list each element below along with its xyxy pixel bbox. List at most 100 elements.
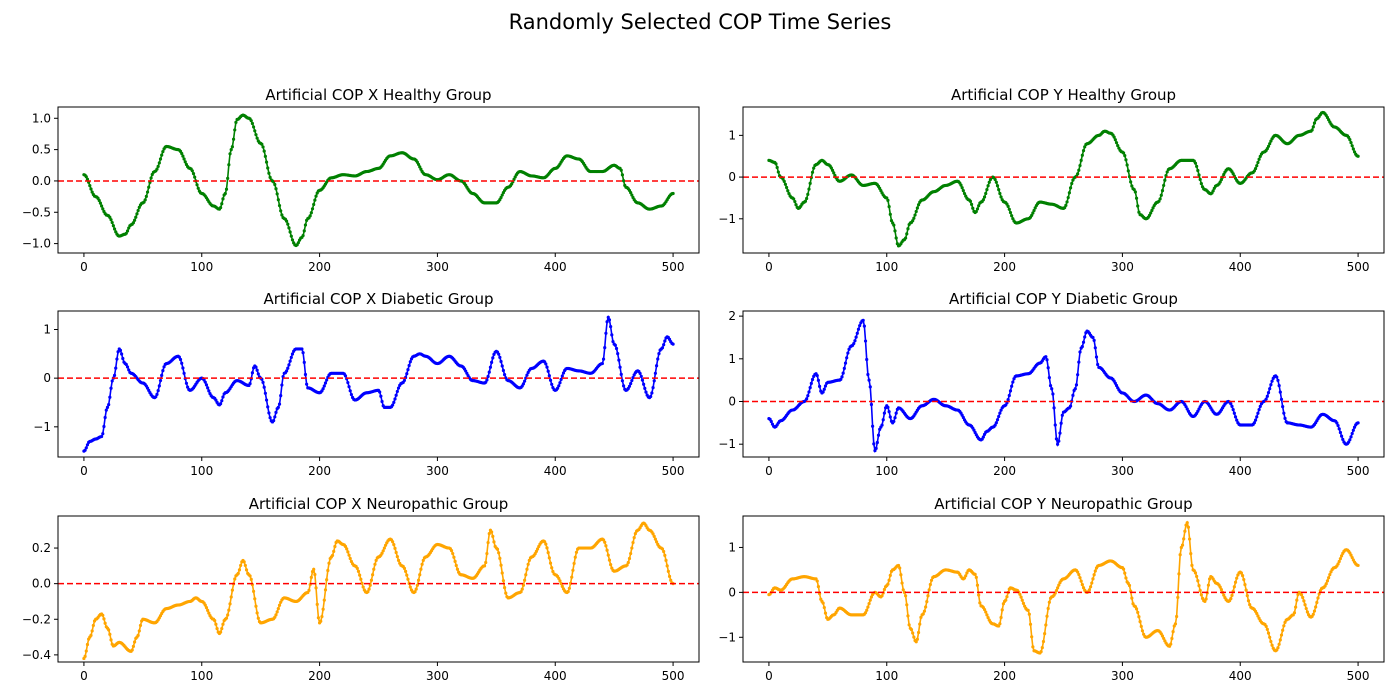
data-point [1232,411,1236,415]
data-point [485,551,489,556]
data-point [1265,627,1269,631]
data-point [221,197,225,201]
data-point [1136,204,1140,208]
data-point [1057,583,1061,587]
data-point [1256,160,1260,165]
data-point [1292,611,1297,615]
data-point [625,563,629,567]
data-point [485,378,489,382]
data-point [416,578,421,582]
data-point [982,607,987,612]
data-point [1347,440,1351,444]
data-point [273,615,277,619]
data-point [1196,579,1200,583]
data-point [361,585,365,589]
data-point [610,333,614,337]
data-point [842,366,846,370]
data-point [1040,646,1044,650]
data-point [1242,577,1246,582]
data-point [286,222,290,226]
data-point [224,187,229,191]
data-point [1305,610,1310,614]
data-point [520,587,524,591]
data-point [1350,144,1354,148]
data-point [277,603,282,607]
data-point [866,605,870,609]
data-point [107,402,111,407]
x-tick-label: 100 [875,464,898,478]
data-point [512,177,516,181]
data-point [817,384,822,388]
data-point [249,119,253,123]
data-point [275,610,279,614]
x-tick-label: 200 [308,669,331,683]
x-tick-label: 200 [993,260,1016,274]
data-point [1231,408,1235,412]
data-point [656,357,660,361]
data-point [854,335,858,339]
axes-frame [57,106,700,254]
data-point [396,558,401,562]
data-point [1059,421,1063,425]
data-point [345,547,349,551]
data-point [846,351,850,355]
data-point [309,211,313,215]
data-point [631,540,635,545]
data-point [1073,387,1077,391]
data-point [865,608,869,612]
data-point [1268,387,1272,391]
data-point [543,540,547,544]
data-point [1279,397,1284,401]
data-point [631,375,635,380]
data-point [226,176,230,180]
data-point [1008,389,1013,393]
data-point [547,556,551,560]
data-point [915,637,919,641]
data-point [1157,199,1161,203]
data-point [1177,572,1181,576]
data-point [1127,583,1132,588]
data-point [985,613,989,617]
data-point [161,150,165,154]
data-point [871,424,875,428]
data-point [262,385,266,389]
data-point [325,578,329,582]
data-point [301,351,305,355]
data-point [914,640,918,644]
data-point [421,558,425,562]
data-point [88,184,92,188]
data-point [907,623,911,627]
chart-x-diabetic: Artificial COP X Diabetic Group 0 100 200 30… [33,290,700,478]
y-tick-label: −1 [718,212,736,226]
data-point [206,386,210,390]
data-point [418,165,422,169]
data-point [874,446,878,450]
data-point [220,626,224,631]
data-point [233,128,237,132]
x-tick-label: 0 [80,260,88,274]
y-tick-label: 0.0 [32,174,51,188]
data-point [248,382,252,386]
data-point [994,421,998,425]
data-point [1008,210,1013,215]
data-point [1066,195,1070,200]
data-point [618,365,622,369]
data-point [1222,593,1226,597]
data-point [254,133,258,137]
data-point [669,578,673,582]
data-point [524,573,528,577]
data-point [546,369,550,373]
data-point [823,611,828,615]
data-point [1255,164,1259,168]
data-point [1123,571,1127,575]
data-point [273,415,277,419]
data-point [1219,587,1223,592]
data-point [382,546,386,550]
data-point [1186,525,1190,529]
data-point [1275,375,1279,379]
data-point [91,623,95,628]
data-point [1199,181,1203,186]
data-point [839,377,843,381]
data-point [1270,379,1274,383]
data-point [632,535,636,540]
